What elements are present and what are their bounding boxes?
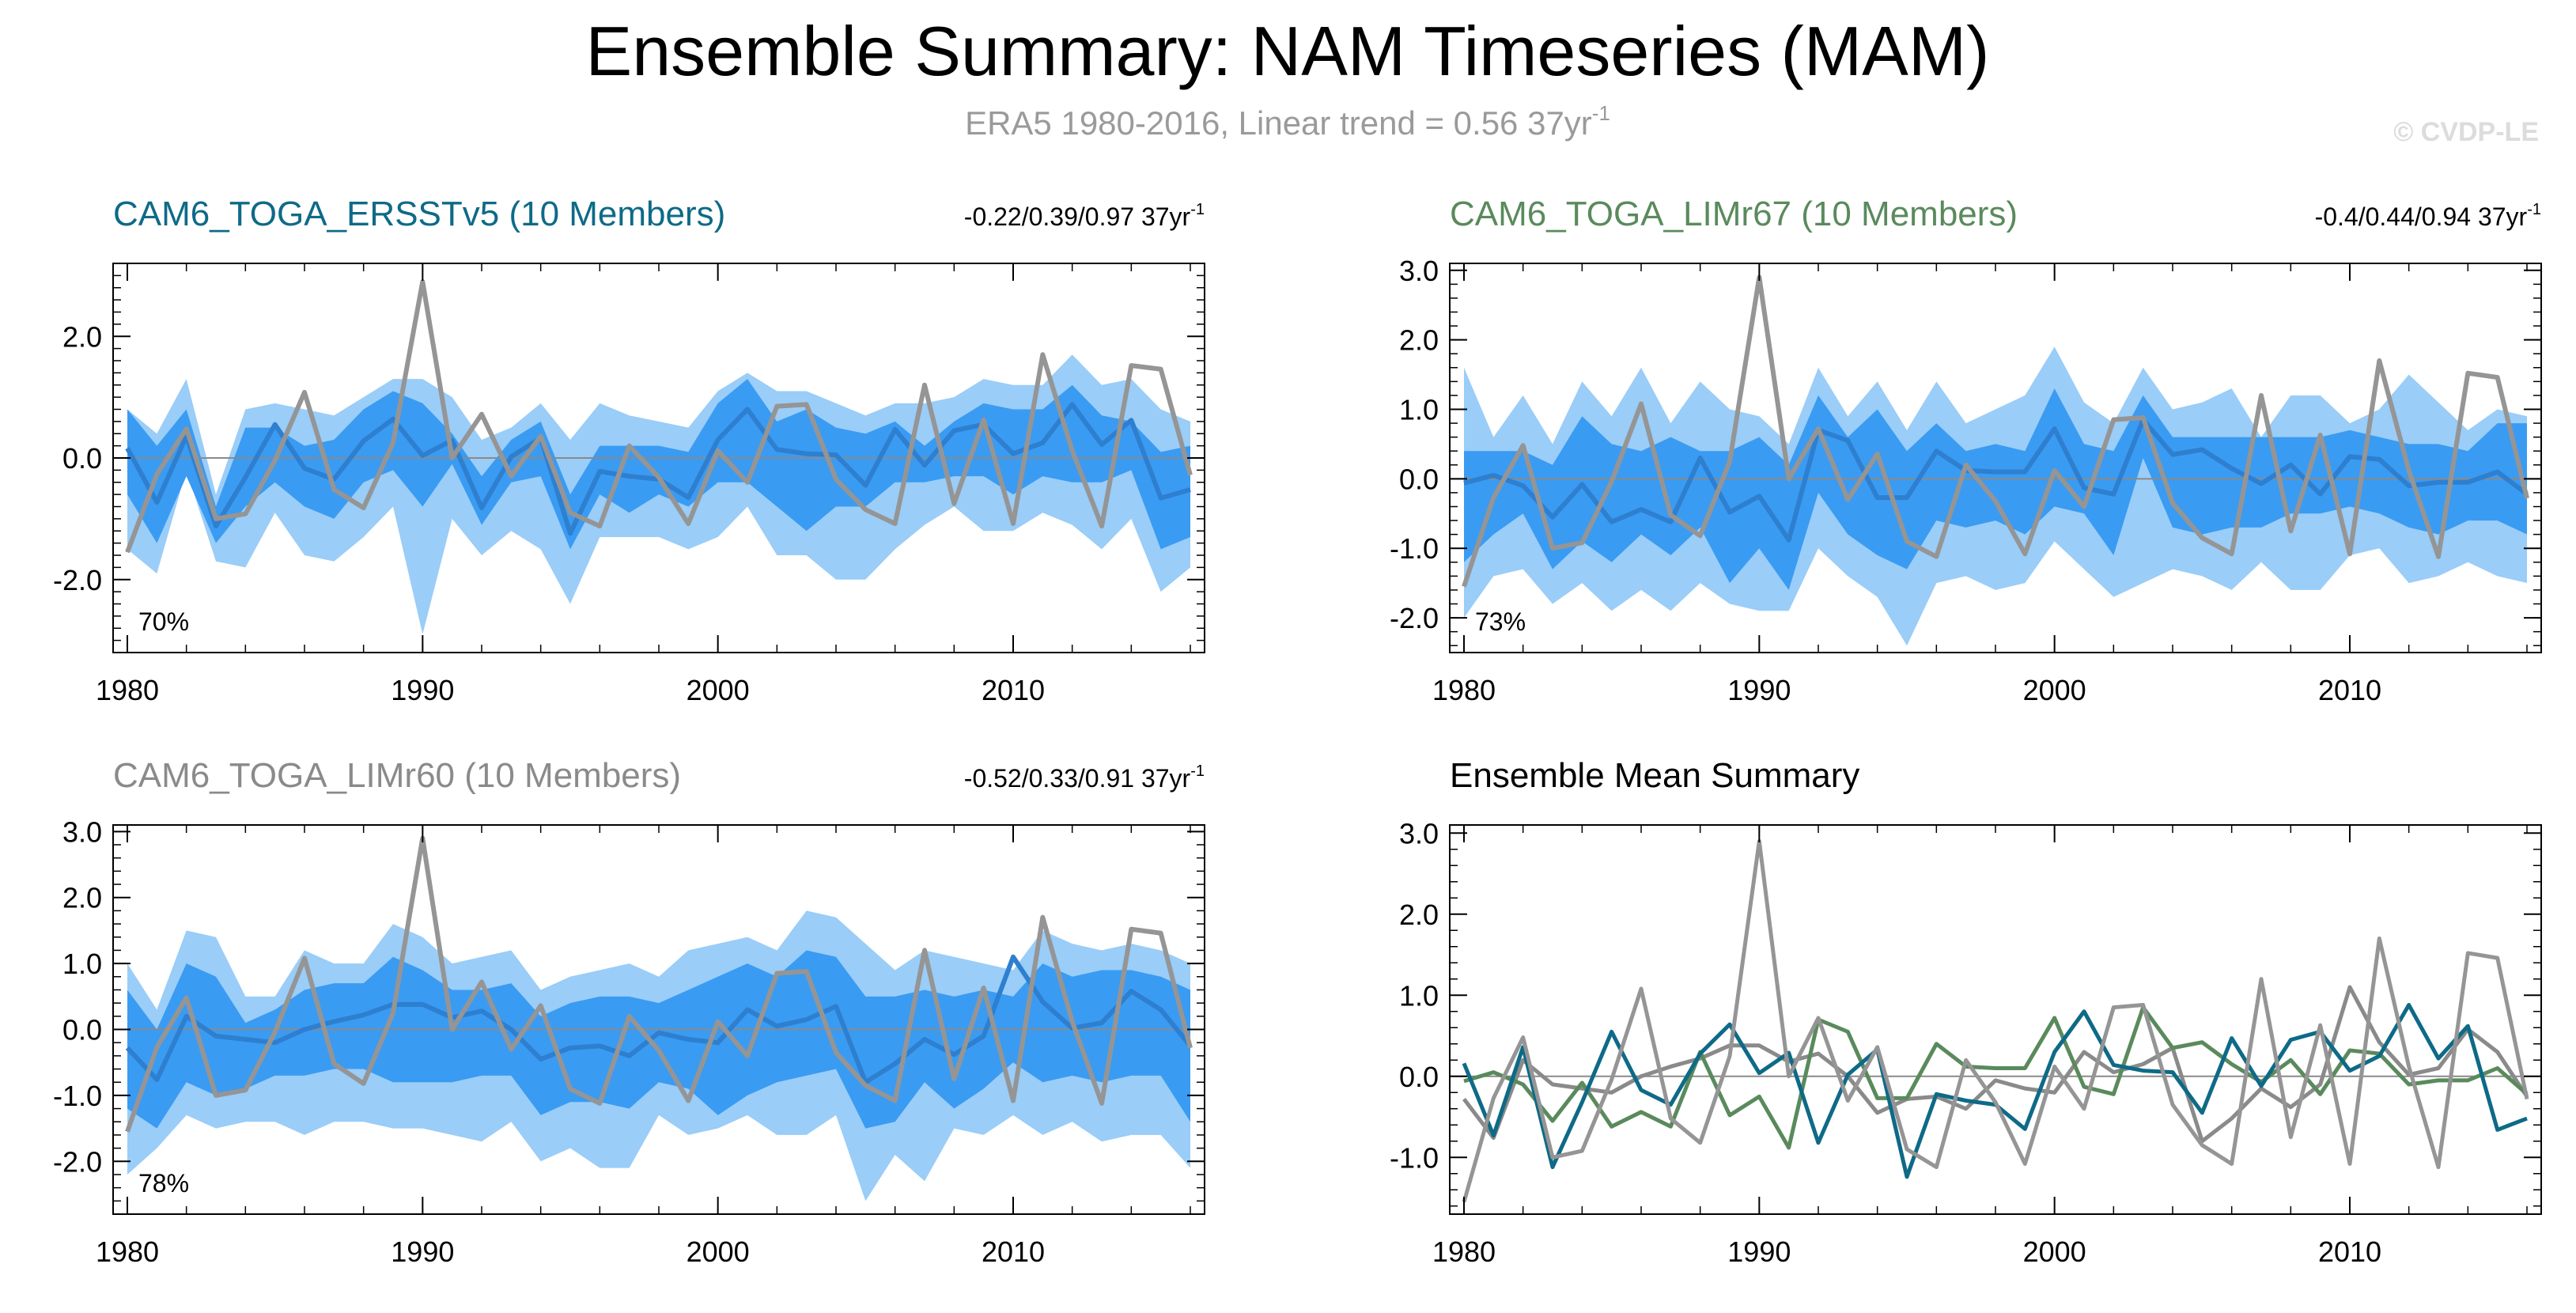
y-tick-label: -1.0 <box>1390 532 1439 565</box>
y-tick-label: 3.0 <box>1399 817 1439 849</box>
series-cam6-toga-limr67 <box>1463 1005 2529 1150</box>
x-tick-label: 1980 <box>1432 674 1496 706</box>
panel-cam6-toga-limr67: CAM6_TOGA_LIMr67 (10 Members) -0.4/0.44/0… <box>1390 195 2542 706</box>
y-tick-label: -2.0 <box>1390 602 1439 634</box>
subtitle-text: ERA5 1980-2016, Linear trend = 0.56 37yr <box>965 104 1592 142</box>
x-tick-label: 2010 <box>2318 1235 2381 1268</box>
panel-trend-label: -0.52/0.33/0.91 37yr-1 <box>964 762 1205 793</box>
x-tick-label: 1980 <box>96 1235 159 1268</box>
subtitle-superscript: -1 <box>1592 101 1610 125</box>
y-tick-label: -1.0 <box>53 1080 102 1112</box>
band-inner <box>127 950 1190 1129</box>
series-era5 <box>125 279 1193 554</box>
x-tick-label: 1990 <box>391 1235 454 1268</box>
y-tick-label: -2.0 <box>53 564 102 596</box>
x-tick-label: 1990 <box>1727 1235 1791 1268</box>
x-tick-label: 2000 <box>687 674 750 706</box>
x-tick-label: 1990 <box>391 674 454 706</box>
percent-label: 70% <box>138 607 189 636</box>
panel-trend-label: -0.22/0.39/0.97 37yr-1 <box>964 201 1205 231</box>
panel-cam6-toga-limr60: CAM6_TOGA_LIMr60 (10 Members) -0.52/0.33/… <box>53 756 1205 1268</box>
y-tick-label: 0.0 <box>62 1014 102 1046</box>
panel-title: Ensemble Mean Summary <box>1450 756 1859 795</box>
x-tick-label: 2000 <box>2023 1235 2086 1268</box>
panel-title: CAM6_TOGA_LIMr67 (10 Members) <box>1450 195 2018 233</box>
watermark: © CVDP-LE <box>2393 117 2539 147</box>
x-tick-label: 1980 <box>1432 1235 1496 1268</box>
x-tick-label: 2000 <box>687 1235 750 1268</box>
panel-trend-label: -0.4/0.44/0.94 37yr-1 <box>2315 201 2541 231</box>
y-tick-label: 3.0 <box>62 815 102 848</box>
y-tick-label: 1.0 <box>1399 979 1439 1012</box>
y-tick-label: 0.0 <box>1399 463 1439 495</box>
series-cam6-toga-limr60 <box>1462 985 2529 1144</box>
plot-frame <box>1449 824 2542 1215</box>
y-tick-label: 1.0 <box>62 948 102 980</box>
x-tick-label: 2000 <box>2023 674 2086 706</box>
figure-title: Ensemble Summary: NAM Timeseries (MAM) <box>586 12 1990 90</box>
y-tick-label: 0.0 <box>1399 1061 1439 1093</box>
panel-cam6-toga-ersstv5: CAM6_TOGA_ERSSTv5 (10 Members) -0.22/0.39… <box>53 195 1205 706</box>
trend-value: -0.22/0.39/0.97 37yr <box>964 202 1191 231</box>
y-tick-label: 3.0 <box>1399 255 1439 287</box>
series-era5 <box>125 835 1193 1133</box>
panel-ensemble-mean-summary: Ensemble Mean Summary -1.0 0.0 1.0 2.0 3.0 198… <box>1390 756 2542 1268</box>
y-tick-label: 2.0 <box>62 882 102 914</box>
y-tick-label: -1.0 <box>1390 1141 1439 1174</box>
x-tick-label: 2010 <box>982 674 1045 706</box>
trend-value: -0.4/0.44/0.94 37yr <box>2315 202 2528 231</box>
trend-superscript: -1 <box>2527 201 2541 218</box>
series-ensemble-mean <box>125 954 1193 1085</box>
series-era5 <box>1462 274 2529 588</box>
x-tick-label: 1990 <box>1727 674 1791 706</box>
y-tick-label: 2.0 <box>1399 899 1439 931</box>
x-tick-label: 2010 <box>2318 674 2381 706</box>
y-tick-label: 2.0 <box>1399 324 1439 357</box>
y-tick-label: 0.0 <box>62 442 102 475</box>
series-era5 <box>1462 839 2529 1203</box>
panel-title: CAM6_TOGA_ERSSTv5 (10 Members) <box>113 195 725 233</box>
y-tick-label: 2.0 <box>62 320 102 353</box>
trend-superscript: -1 <box>1190 201 1205 218</box>
x-tick-label: 1980 <box>96 674 159 706</box>
trend-superscript: -1 <box>1190 762 1205 780</box>
y-tick-label: 1.0 <box>1399 394 1439 426</box>
percent-label: 78% <box>138 1169 189 1198</box>
panels: CAM6_TOGA_ERSSTv5 (10 Members) -0.22/0.39… <box>53 195 2542 1268</box>
band-inner <box>1464 388 2527 590</box>
percent-label: 73% <box>1475 607 1526 636</box>
x-tick-label: 2010 <box>982 1235 1045 1268</box>
panel-title: CAM6_TOGA_LIMr60 (10 Members) <box>113 756 681 795</box>
y-tick-label: -2.0 <box>53 1145 102 1178</box>
trend-value: -0.52/0.33/0.91 37yr <box>964 764 1191 793</box>
figure-subtitle: ERA5 1980-2016, Linear trend = 0.56 37yr… <box>965 101 1610 142</box>
series-ensemble-mean <box>1463 417 2529 543</box>
